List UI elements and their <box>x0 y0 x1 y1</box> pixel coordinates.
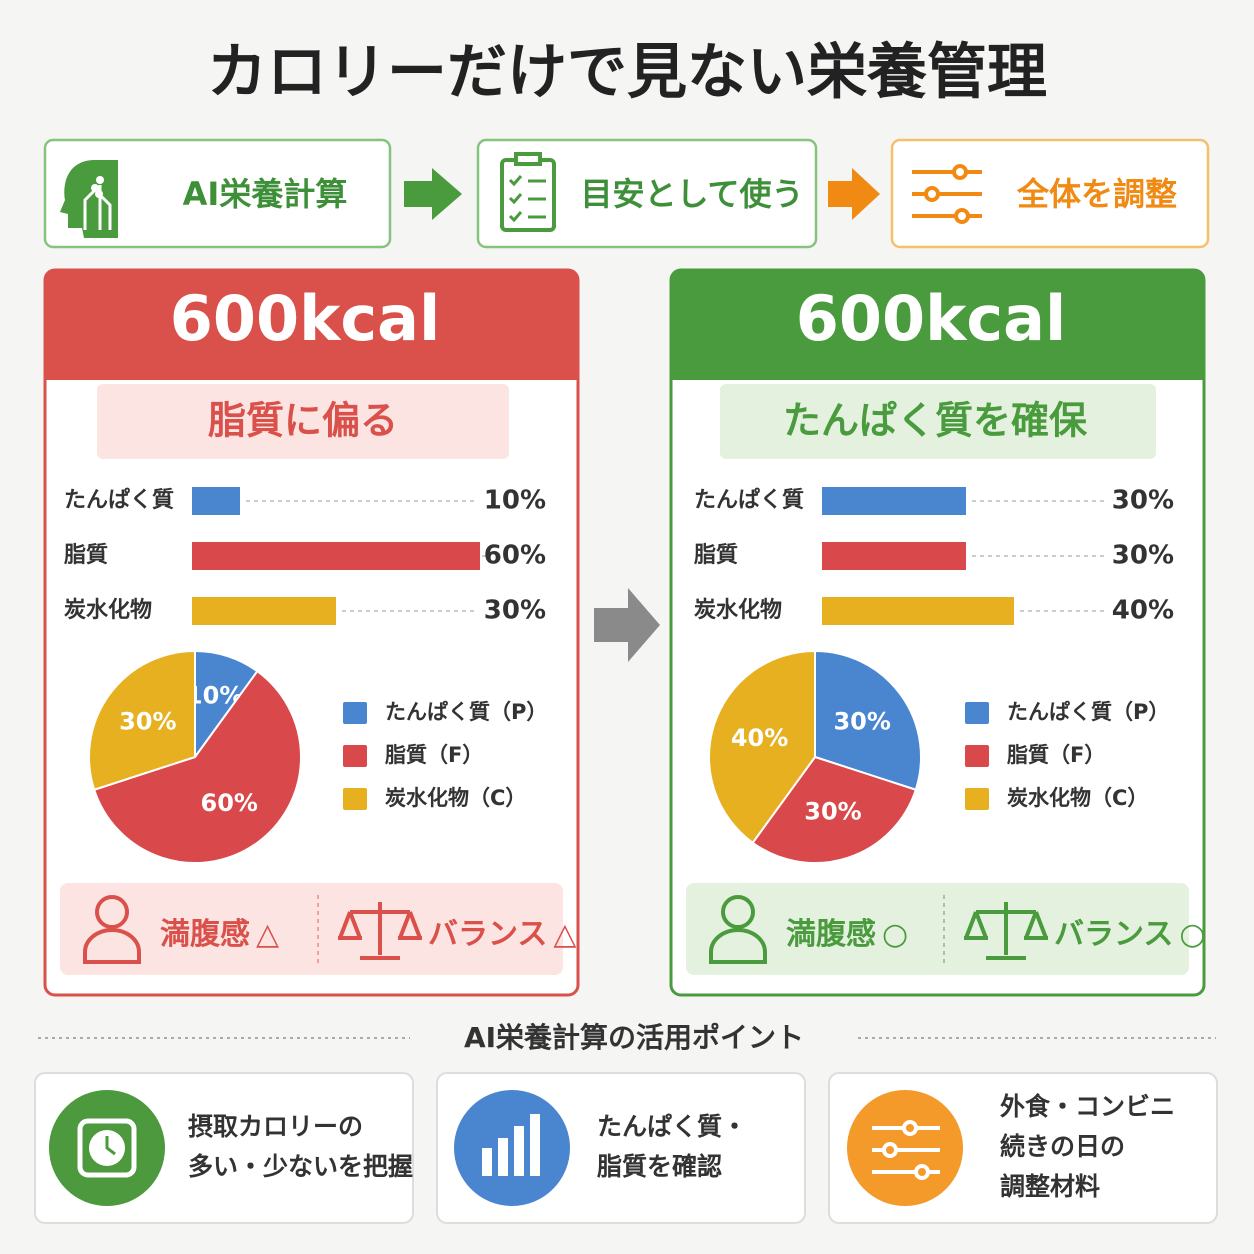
step-box <box>476 138 818 249</box>
arrow <box>404 168 462 220</box>
bar-value: 60% <box>484 541 546 571</box>
point-text: 脂質を確認 <box>597 1152 722 1181</box>
person-icon <box>721 895 755 929</box>
legend-swatch <box>965 745 989 767</box>
step-label: 目安として使う <box>580 175 803 213</box>
subheading: 脂質に偏る <box>208 399 398 443</box>
sliders-icon <box>847 1090 963 1206</box>
pie-slice <box>88 649 196 792</box>
checklist-icon <box>500 152 556 232</box>
panel-header <box>671 270 1204 380</box>
subheading: たんぱく質を確保 <box>783 399 1088 443</box>
legend-swatch <box>965 702 989 724</box>
status-mark: ○ <box>1179 917 1205 952</box>
heading: 600kcal <box>170 282 441 355</box>
status-label: 満腹感 <box>160 917 250 952</box>
scale-icon <box>338 902 422 960</box>
legend-swatch <box>965 788 989 810</box>
pie-slice <box>708 649 816 845</box>
bar-value: 10% <box>484 486 546 516</box>
pie-label: 30% <box>833 708 890 736</box>
bar-category: 炭水化物 <box>694 597 782 623</box>
arrow <box>594 588 660 662</box>
bar <box>192 597 336 625</box>
legend-label: 炭水化物（C） <box>1007 786 1148 810</box>
step-box <box>890 138 1210 249</box>
status-label: バランス <box>428 917 547 952</box>
point-text: 外食・コンビニ <box>1000 1092 1175 1121</box>
step-label: AI栄養計算 <box>183 175 348 213</box>
status-mark: ○ <box>882 917 908 952</box>
legend-swatch <box>343 745 367 767</box>
status-label: 満腹感 <box>786 917 876 952</box>
point-text: 調整材料 <box>1000 1172 1100 1201</box>
legend-swatch <box>343 788 367 810</box>
legend-label: 脂質（F） <box>385 743 483 767</box>
point-text: たんぱく質・ <box>597 1112 747 1141</box>
panel-header <box>45 270 578 380</box>
pie-label: 60% <box>201 789 258 817</box>
legend-label: 炭水化物（C） <box>385 786 526 810</box>
subheading-box <box>97 384 509 459</box>
status-mark: △ <box>553 917 576 952</box>
point-text: 多い・少ないを把握 <box>188 1152 413 1181</box>
sliders-icon <box>912 164 982 224</box>
status-box <box>60 883 563 975</box>
status-box <box>686 883 1189 975</box>
pie-slice <box>92 669 302 864</box>
status-mark: △ <box>256 917 279 952</box>
pie-slice <box>814 649 922 792</box>
bar <box>822 597 1014 625</box>
bar-category: 脂質 <box>64 542 108 568</box>
step-box <box>43 138 392 249</box>
bar-category: 脂質 <box>694 542 738 568</box>
point-text: 摂取カロリーの <box>188 1112 363 1141</box>
arrow <box>828 168 880 220</box>
legend-label: 脂質（F） <box>1007 743 1105 767</box>
title: カロリーだけで見ない栄養管理 <box>207 38 1047 108</box>
subheading-box <box>720 384 1156 459</box>
legend-label: たんぱく質（P） <box>385 700 547 724</box>
pie-label: 30% <box>119 708 176 736</box>
brain-icon <box>60 160 118 238</box>
scale-icon <box>964 902 1048 960</box>
bar <box>192 487 240 515</box>
bar-value: 30% <box>1112 486 1174 516</box>
bar <box>822 542 966 570</box>
legend-label: たんぱく質（P） <box>1007 700 1169 724</box>
pie-label: 30% <box>804 797 861 825</box>
status: バランス ○ <box>1054 917 1206 952</box>
person-icon <box>709 928 767 964</box>
status: 満腹感 ○ <box>786 917 908 952</box>
point-text: 続きの日の <box>1000 1132 1125 1161</box>
clock-icon <box>49 1090 165 1206</box>
bar <box>192 542 480 570</box>
step-label: 全体を調整 <box>1016 175 1177 213</box>
bar-value: 40% <box>1112 596 1174 626</box>
status-label: バランス <box>1054 917 1173 952</box>
bar-category: 炭水化物 <box>64 597 152 623</box>
status: バランス △ <box>428 917 576 952</box>
bar-category: たんぱく質 <box>64 487 174 513</box>
bar-category: たんぱく質 <box>694 487 804 513</box>
pie-label: 40% <box>731 724 788 752</box>
bar-value: 30% <box>1112 541 1174 571</box>
chart-icon <box>454 1090 570 1206</box>
bar <box>822 487 966 515</box>
person-icon <box>95 895 129 929</box>
heading: 600kcal <box>796 282 1067 355</box>
legend-swatch <box>343 702 367 724</box>
points-title: AI栄養計算の活用ポイント <box>464 1021 804 1054</box>
pie-slice <box>751 755 918 864</box>
bar-value: 30% <box>484 596 546 626</box>
status: 満腹感 △ <box>160 917 279 952</box>
person-icon <box>83 928 141 964</box>
